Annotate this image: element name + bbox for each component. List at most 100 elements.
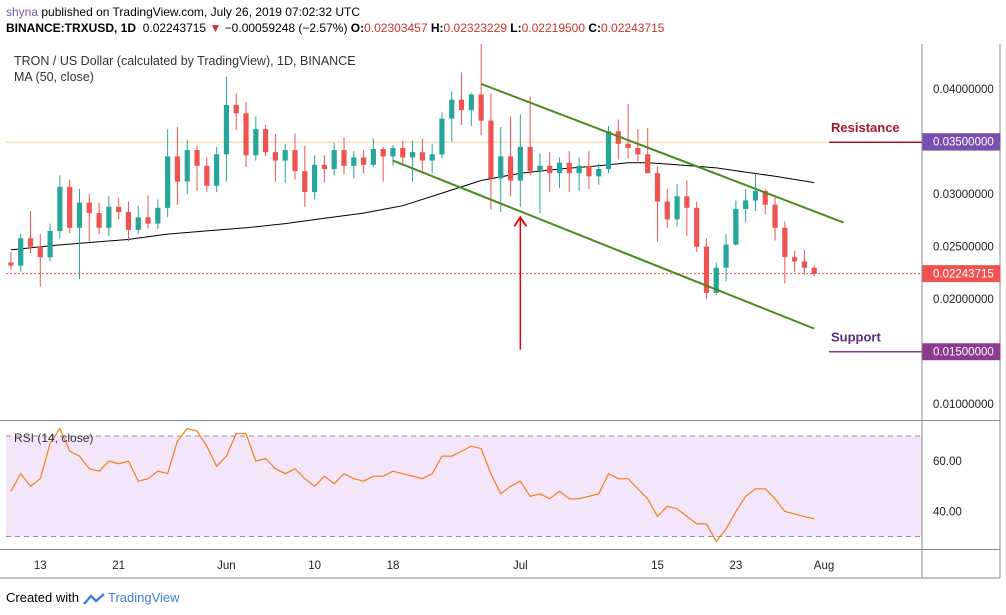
candles-layer [8, 44, 817, 300]
candle-body [18, 238, 24, 266]
drawings-layer: Resistance Support [392, 82, 922, 353]
channel-lower-trendline [392, 159, 815, 330]
candle-body [586, 165, 592, 177]
candle-body [400, 147, 406, 158]
time-tick-label: 23 [729, 560, 742, 572]
candle-body [409, 152, 416, 158]
candle-body [341, 150, 347, 166]
footer: Created with TradingView [6, 590, 180, 605]
chart-frame [0, 44, 1001, 579]
low-value: 0.02219500 [521, 21, 586, 35]
candle-body [145, 217, 151, 224]
candle-body [605, 131, 612, 169]
current-price-tag: 0.02243715 [933, 269, 994, 281]
candle-body [106, 206, 112, 228]
candle-body [517, 146, 523, 181]
low-label: L: [510, 21, 522, 35]
high-value: 0.02323229 [443, 21, 507, 35]
candle-body [223, 104, 230, 155]
candle-body [57, 186, 63, 231]
tradingview-logo-icon [82, 592, 105, 605]
candle-body [67, 186, 73, 228]
candle-body [351, 157, 357, 166]
candle-body [743, 200, 749, 209]
rsi-layer [10, 427, 815, 543]
price-tick-label: 0.04000000 [933, 84, 994, 96]
candle-body [498, 156, 504, 179]
rsi-tick-label: 40.00 [933, 506, 962, 518]
candle-body [527, 146, 533, 172]
candle-body [615, 131, 621, 144]
candle-body [625, 143, 631, 148]
candle-body [684, 196, 690, 208]
candle-body [733, 208, 739, 245]
candle-body [468, 94, 474, 111]
candle-body [253, 129, 259, 156]
candle-body [204, 165, 210, 186]
candle-body [272, 152, 279, 161]
candle-body [184, 150, 190, 182]
candle-body [243, 113, 249, 156]
resistance-label: Resistance [831, 120, 900, 135]
tradingview-brand[interactable]: TradingView [108, 590, 180, 605]
candle-body [302, 171, 308, 193]
candle-body [752, 191, 759, 201]
moving-average-layer [10, 162, 815, 251]
candle-body [772, 204, 778, 228]
support-price-tag: 0.01500000 [933, 347, 994, 359]
candle-body [713, 267, 719, 293]
rsi-tick-label: 60.00 [933, 456, 962, 468]
candle-body [331, 150, 337, 169]
close-value: 0.02243715 [601, 21, 665, 35]
candle-body [263, 129, 269, 153]
candle-body [674, 196, 680, 220]
candle-body [165, 156, 171, 208]
candle-body [311, 164, 318, 193]
candle-body [292, 150, 298, 172]
open-label: O: [350, 21, 365, 35]
candle-body [8, 262, 14, 266]
candle-body [370, 149, 376, 165]
candle-body [429, 154, 435, 161]
candle-body [458, 99, 465, 111]
created-with-label: Created with [6, 590, 79, 605]
published-text: published on TradingView.com, July 26, 2… [38, 5, 361, 19]
candle-body [635, 147, 641, 155]
candle-body [439, 118, 445, 155]
ma-price-tag: 0.03500000 [933, 137, 994, 149]
candle-body [27, 238, 34, 247]
candle-body [233, 104, 239, 114]
candle-body [782, 227, 788, 258]
support-price-tag-box [922, 343, 1001, 361]
candle-body [645, 154, 651, 174]
candle-body [47, 230, 53, 258]
time-tick-label: Jun [217, 560, 236, 572]
price-change: −0.00059248 (−2.57%) [224, 21, 348, 35]
publish-info: shyna published on TradingView.com, July… [6, 5, 360, 19]
channel-upper-trendline [480, 82, 844, 224]
candle-body [801, 261, 808, 268]
time-tick-label: 10 [308, 560, 321, 572]
candle-body [723, 244, 729, 268]
candle-body [116, 206, 122, 213]
candle-body [811, 267, 817, 275]
price-tick-label: 0.02000000 [933, 294, 994, 306]
price-tick-label: 0.02500000 [933, 242, 994, 254]
high-label: H: [430, 21, 444, 35]
author-name[interactable]: shyna [6, 5, 39, 19]
chart-title: TRON / US Dollar (calculated by TradingV… [14, 54, 356, 68]
candle-body [86, 202, 92, 214]
current-price-tag-box [922, 265, 1001, 283]
candle-body [37, 246, 43, 258]
candle-body [694, 207, 700, 247]
candle-body [703, 246, 710, 293]
change-down-icon: ▼ [209, 21, 222, 35]
rsi-indicator-label: RSI (14, close) [14, 431, 93, 445]
candle-body [664, 201, 670, 220]
ma-50-line [10, 162, 815, 251]
candle-body [390, 147, 396, 157]
last-price: 0.02243715 [142, 21, 207, 35]
candle-body [792, 257, 798, 262]
candle-body [419, 152, 425, 161]
